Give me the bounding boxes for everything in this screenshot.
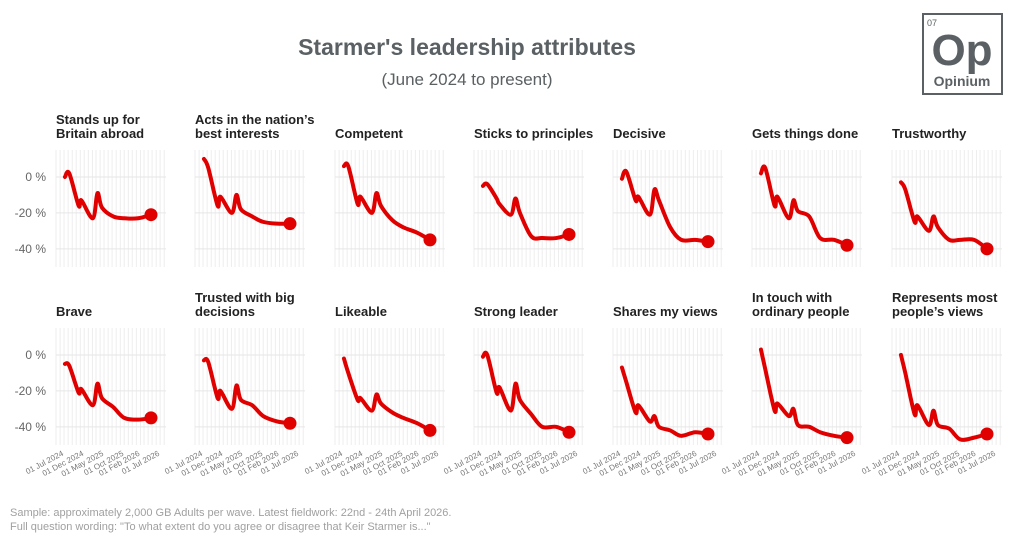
- series-line: [201, 356, 292, 426]
- series-line: [619, 365, 710, 438]
- series-line: [758, 347, 849, 440]
- latest-point-marker: [840, 431, 854, 445]
- chart-title: Starmer's leadership attributes: [298, 34, 636, 60]
- logo-symbol: Op: [931, 26, 992, 75]
- series-line: [898, 352, 989, 442]
- series-line: [898, 180, 989, 251]
- panel-title: Acts in the nation’s: [195, 112, 314, 127]
- panel-title: Represents most: [892, 290, 998, 305]
- panel-title: Trusted with big: [195, 290, 295, 305]
- opinium-logo: 07 Op Opinium: [922, 13, 1003, 95]
- latest-point-marker: [980, 427, 994, 441]
- series-line: [619, 168, 710, 244]
- latest-point-marker: [562, 227, 576, 241]
- chart-subtitle: (June 2024 to present): [381, 70, 552, 89]
- latest-point-marker: [423, 233, 437, 247]
- series-line: [480, 181, 571, 241]
- series-line: [62, 361, 153, 422]
- series-line: [480, 350, 571, 435]
- footer-sample-note: Sample: approximately 2,000 GB Adults pe…: [10, 507, 451, 519]
- footer-question-wording: Full question wording: "To what extent d…: [10, 521, 431, 533]
- series-line: [62, 169, 153, 221]
- latest-point-marker: [283, 416, 297, 430]
- latest-point-marker: [840, 238, 854, 252]
- latest-point-marker: [423, 423, 437, 437]
- series-line: [758, 164, 849, 248]
- logo-name: Opinium: [934, 73, 991, 89]
- panel: Gets things done: [751, 126, 862, 267]
- y-tick-label: -20 %: [15, 206, 47, 220]
- panel: Trustworthy: [891, 126, 1002, 267]
- latest-point-marker: [562, 425, 576, 439]
- panel-title: Britain abroad: [56, 126, 144, 141]
- series-line: [201, 156, 292, 226]
- panel-title: Decisive: [613, 126, 666, 141]
- series-line: [341, 161, 432, 242]
- y-tick-label: 0 %: [25, 348, 46, 362]
- latest-point-marker: [144, 208, 158, 222]
- logo-number: 07: [927, 18, 937, 28]
- panel-title: Competent: [335, 126, 404, 141]
- latest-point-marker: [701, 235, 715, 249]
- panel-title: people’s views: [892, 304, 983, 319]
- panel-title: Sticks to principles: [474, 126, 593, 141]
- panel-title: Gets things done: [752, 126, 858, 141]
- panel-title: Strong leader: [474, 304, 558, 319]
- panel: Sticks to principles: [473, 126, 593, 267]
- y-tick-label: -20 %: [15, 384, 47, 398]
- y-tick-label: -40 %: [15, 420, 47, 434]
- y-tick-label: -40 %: [15, 242, 47, 256]
- panel-title: decisions: [195, 304, 255, 319]
- panel-title: Likeable: [335, 304, 387, 319]
- panel-title: Trustworthy: [892, 126, 967, 141]
- latest-point-marker: [980, 242, 994, 256]
- panel-title: best interests: [195, 126, 280, 141]
- series-line: [341, 356, 432, 433]
- latest-point-marker: [283, 217, 297, 231]
- logo-frame: [922, 13, 1003, 95]
- latest-point-marker: [144, 411, 158, 425]
- panel-title: ordinary people: [752, 304, 850, 319]
- panel: Competent: [334, 126, 445, 267]
- latest-point-marker: [701, 427, 715, 441]
- panel-title: Brave: [56, 304, 92, 319]
- y-tick-label: 0 %: [25, 170, 46, 184]
- panel-title: In touch with: [752, 290, 832, 305]
- panel-title: Stands up for: [56, 112, 140, 127]
- panel-title: Shares my views: [613, 304, 718, 319]
- panel: Decisive: [612, 126, 723, 267]
